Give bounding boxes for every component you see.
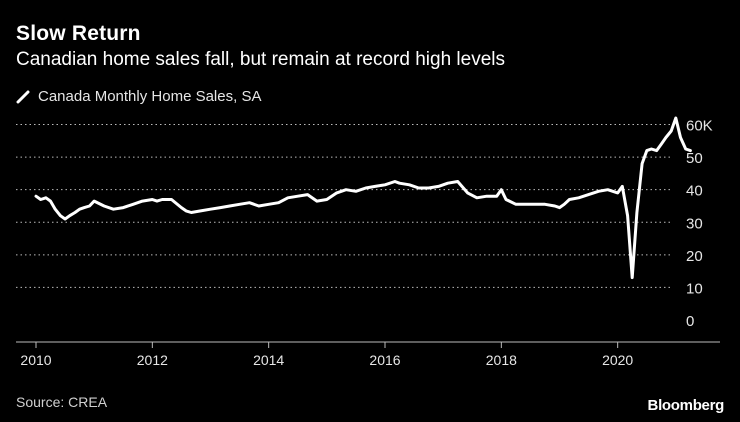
legend-line-icon <box>16 90 30 103</box>
y-tick-label: 50 <box>686 150 703 167</box>
series-line-home-sales <box>34 116 692 280</box>
x-tick-label: 2012 <box>137 352 168 368</box>
x-tick-label: 2014 <box>253 352 284 368</box>
x-tick-label: 2010 <box>20 352 51 368</box>
y-tick-label: 40 <box>686 183 703 200</box>
legend-label: Canada Monthly Home Sales, SA <box>38 88 262 105</box>
chart-title: Slow Return <box>16 22 141 45</box>
y-tick-label: 20 <box>686 248 703 265</box>
x-tick-label: 2018 <box>486 352 517 368</box>
y-tick-label: 30 <box>686 215 703 232</box>
y-tick-label: 10 <box>686 280 703 297</box>
source-note: Source: CREA <box>16 394 108 410</box>
x-tick-label: 2020 <box>602 352 633 368</box>
y-tick-label: 60K <box>686 118 713 135</box>
x-tick-label: 2016 <box>369 352 400 368</box>
bloomberg-logo: Bloomberg <box>647 397 725 414</box>
chart-legend: Canada Monthly Home Sales, SA <box>16 88 261 105</box>
chart-subtitle: Canadian home sales fall, but remain at … <box>16 49 505 70</box>
y-tick-label: 0 <box>686 313 694 330</box>
